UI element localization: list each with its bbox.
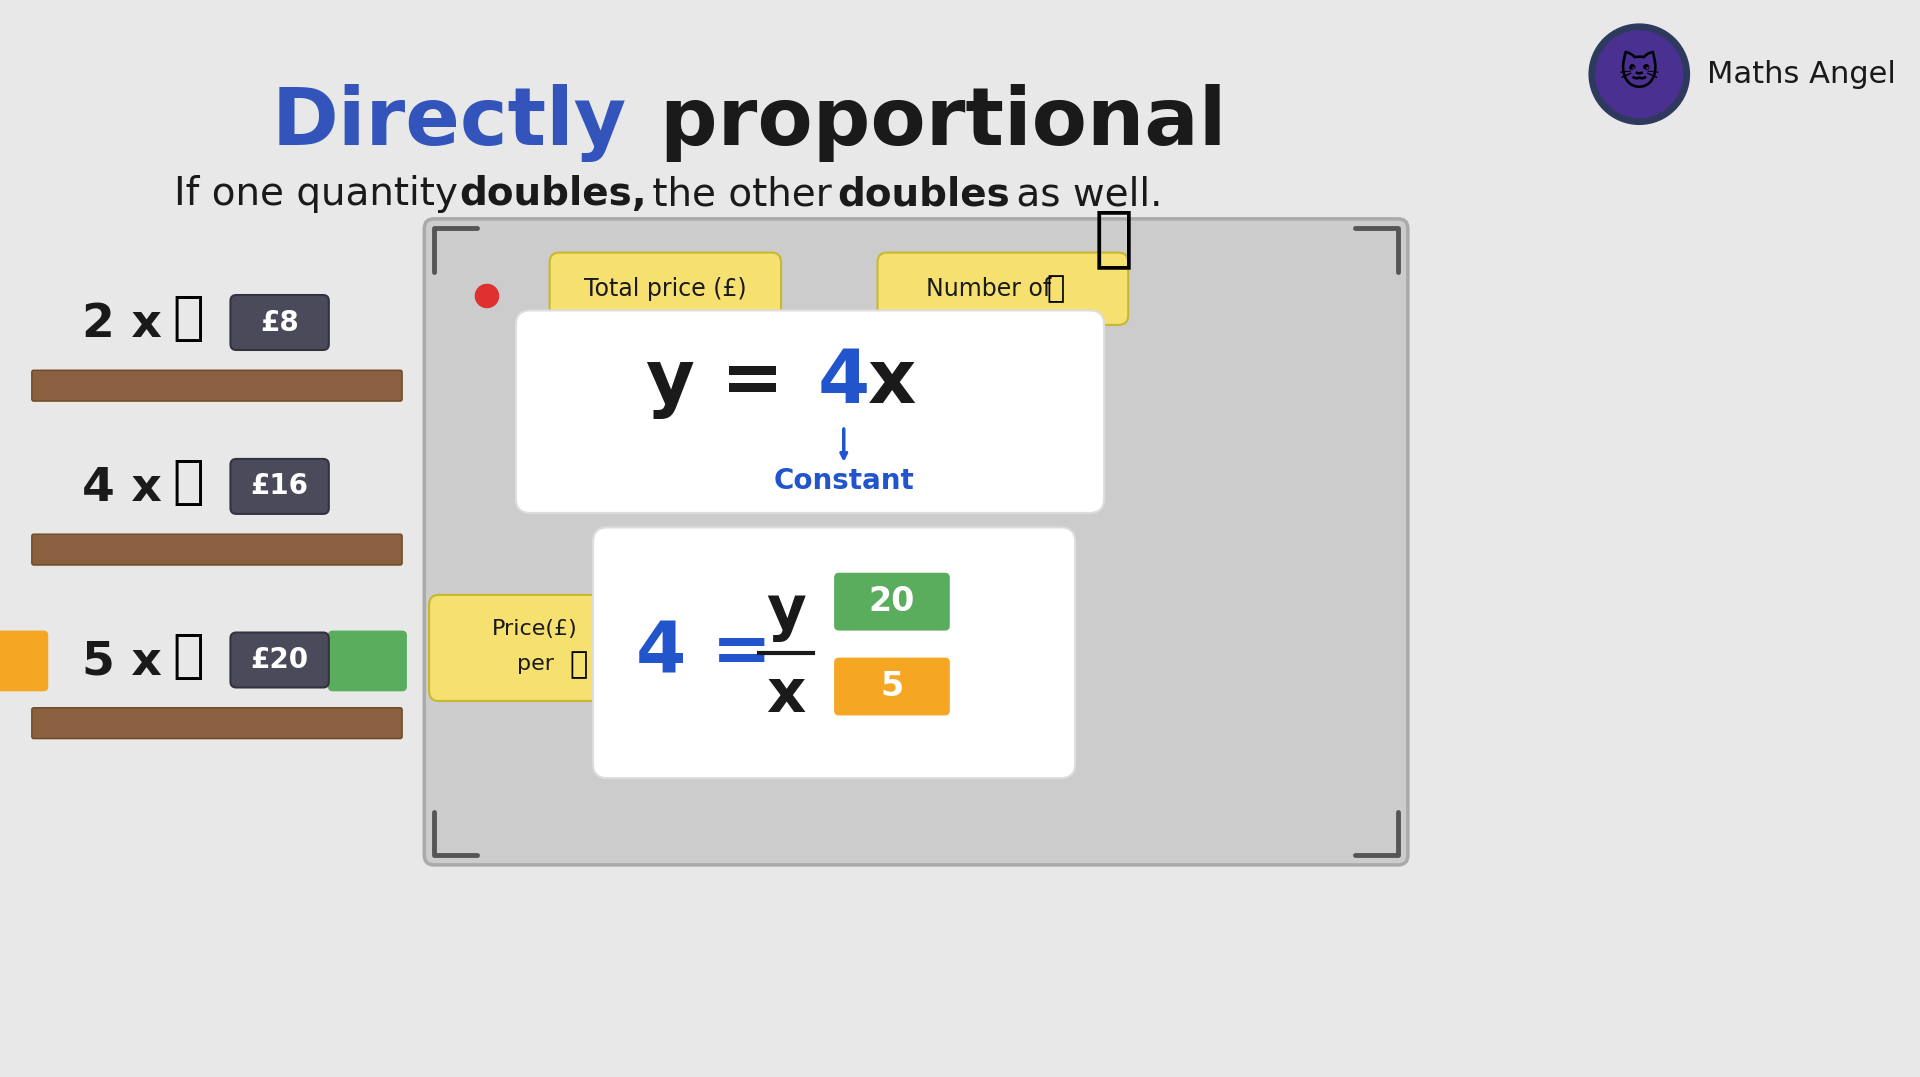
FancyBboxPatch shape [549, 253, 781, 325]
Text: Directly: Directly [271, 84, 626, 162]
Text: £20: £20 [252, 646, 309, 674]
Text: 4 =: 4 = [636, 618, 772, 687]
Text: y: y [766, 583, 806, 642]
Text: 🍍: 🍍 [1046, 275, 1066, 304]
Text: 2 x: 2 x [83, 303, 161, 348]
Text: as well.: as well. [1004, 176, 1162, 213]
Polygon shape [332, 635, 386, 686]
FancyBboxPatch shape [0, 631, 48, 691]
Text: 🍍: 🍍 [173, 456, 204, 508]
Text: £8: £8 [261, 308, 300, 336]
Text: x: x [766, 666, 806, 725]
Text: 4 x: 4 x [83, 466, 161, 512]
Text: 4: 4 [818, 347, 870, 419]
Circle shape [1596, 31, 1682, 117]
Text: 🐱: 🐱 [1619, 55, 1659, 94]
FancyBboxPatch shape [877, 253, 1129, 325]
Text: doubles,: doubles, [459, 176, 647, 213]
Text: Number of: Number of [925, 277, 1050, 300]
Text: £16: £16 [252, 473, 309, 501]
Text: 🍍: 🍍 [570, 649, 588, 679]
Text: the other: the other [639, 176, 845, 213]
Text: per: per [516, 655, 553, 674]
FancyBboxPatch shape [33, 708, 401, 739]
FancyBboxPatch shape [230, 459, 328, 514]
Text: 🍍: 🍍 [173, 292, 204, 345]
FancyBboxPatch shape [593, 528, 1075, 778]
Text: 20: 20 [868, 585, 916, 618]
Text: If one quantity: If one quantity [173, 176, 470, 213]
FancyBboxPatch shape [230, 632, 328, 687]
FancyBboxPatch shape [833, 573, 950, 631]
FancyBboxPatch shape [230, 295, 328, 350]
FancyBboxPatch shape [328, 631, 407, 691]
Text: x: x [868, 347, 916, 419]
Text: doubles: doubles [837, 176, 1010, 213]
Text: y =: y = [645, 347, 810, 419]
FancyBboxPatch shape [428, 595, 641, 701]
Text: Constant: Constant [774, 467, 914, 495]
Text: 5: 5 [881, 670, 904, 703]
FancyBboxPatch shape [33, 370, 401, 401]
Circle shape [476, 284, 499, 308]
FancyBboxPatch shape [516, 310, 1104, 513]
Text: Total price (£): Total price (£) [584, 277, 747, 300]
FancyBboxPatch shape [33, 534, 401, 565]
Text: proportional: proportional [632, 84, 1227, 162]
FancyBboxPatch shape [833, 658, 950, 715]
Text: 🍍: 🍍 [1094, 205, 1133, 271]
Text: 🍍: 🍍 [173, 630, 204, 682]
Circle shape [1590, 24, 1690, 124]
FancyBboxPatch shape [424, 219, 1407, 865]
Text: Maths Angel: Maths Angel [1707, 59, 1895, 88]
Text: Price(£): Price(£) [492, 618, 578, 639]
Polygon shape [0, 635, 36, 686]
Text: 5 x: 5 x [83, 640, 161, 685]
